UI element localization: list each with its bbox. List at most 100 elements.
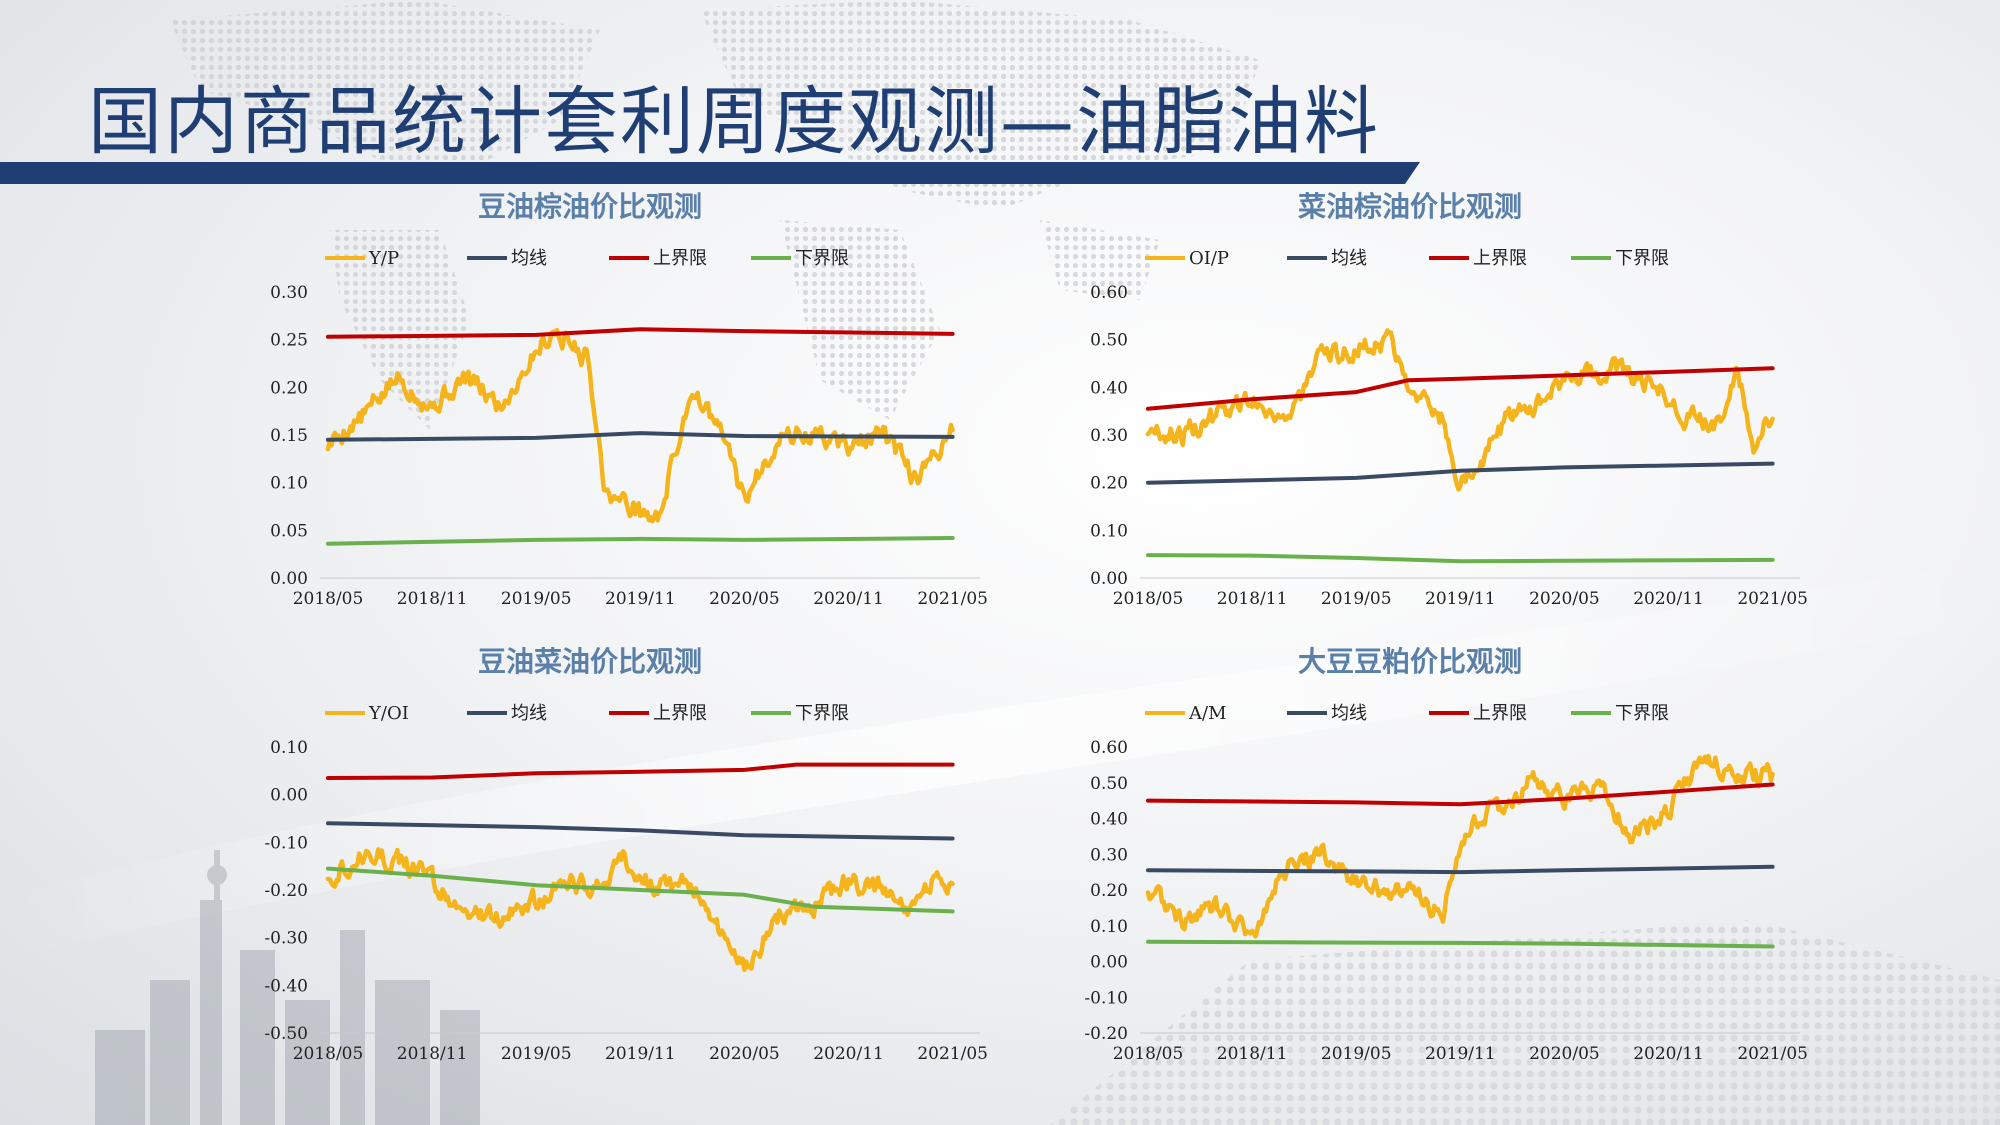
legend-label: OI/P xyxy=(1189,248,1229,269)
x-tick-label: 2018/05 xyxy=(1113,1044,1184,1064)
legend-label: 均线 xyxy=(511,248,547,269)
legend-label: 上界限 xyxy=(653,248,707,269)
y-tick-label: 0.20 xyxy=(1090,881,1128,901)
series-line xyxy=(326,536,955,546)
chart-rapeseed-palm-ratio: 菜油棕油价比观测 OI/P 均线 上界限 下界限 0.60 0.50 0.40 0.30 0.20… xyxy=(1060,190,1900,610)
chart-svg: 菜油棕油价比观测 OI/P 均线 上界限 下界限 0.60 0.50 0.40 0.30 0.20… xyxy=(1090,190,1808,609)
series-line xyxy=(326,327,955,339)
series-line xyxy=(326,866,955,914)
x-tick-label: 2021/05 xyxy=(917,589,988,609)
page-title: 国内商品统计套利周度观测—油脂油料 xyxy=(88,79,1380,165)
y-tick-label: 0.10 xyxy=(1090,917,1128,937)
x-tick-label: 2020/11 xyxy=(1633,1044,1704,1064)
y-tick-label: 0.10 xyxy=(1090,521,1128,541)
y-tick-label: 0.00 xyxy=(270,786,308,806)
x-tick-label: 2020/11 xyxy=(813,589,884,609)
x-tick-label: 2020/05 xyxy=(1529,589,1600,609)
series-line xyxy=(325,327,955,524)
x-tick-label: 2018/11 xyxy=(397,589,468,609)
city-skyline xyxy=(95,850,480,1125)
x-tick-label: 2020/11 xyxy=(813,1044,884,1064)
legend-label: Y/OI xyxy=(368,703,409,724)
x-tick-label: 2019/05 xyxy=(1321,1044,1392,1064)
chart-title: 菜油棕油价比观测 xyxy=(1298,190,1522,223)
x-tick-label: 2018/11 xyxy=(397,1044,468,1064)
x-tick-label: 2018/05 xyxy=(1113,589,1184,609)
x-tick-label: 2020/11 xyxy=(1633,589,1704,609)
y-tick-label: 0.00 xyxy=(1090,569,1128,589)
x-tick-label: 2018/05 xyxy=(293,1044,364,1064)
y-tick-label: 0.10 xyxy=(270,738,308,758)
y-tick-label: 0.05 xyxy=(270,521,308,541)
y-tick-label: 0.60 xyxy=(1090,283,1128,303)
series-line xyxy=(1146,939,1775,949)
x-tick-label: 2019/05 xyxy=(501,1044,572,1064)
y-tick-label: 0.15 xyxy=(270,426,308,446)
y-tick-label: 0.10 xyxy=(270,474,308,494)
x-tick-label: 2020/05 xyxy=(709,1044,780,1064)
y-tick-label: -0.30 xyxy=(264,929,308,949)
chart-title: 大豆豆粕价比观测 xyxy=(1298,645,1522,678)
x-tick-label: 2021/05 xyxy=(917,1044,988,1064)
y-tick-label: 0.25 xyxy=(270,331,308,351)
series-line xyxy=(326,762,955,780)
legend-label: 上界限 xyxy=(1473,248,1527,269)
series-line xyxy=(1146,553,1775,564)
legend-label: 下界限 xyxy=(795,703,849,724)
y-tick-label: -0.40 xyxy=(264,976,308,996)
x-tick-label: 2019/11 xyxy=(1425,589,1496,609)
legend-label: 上界限 xyxy=(1473,703,1527,724)
y-tick-label: -0.50 xyxy=(264,1024,308,1044)
y-tick-label: 0.50 xyxy=(1090,774,1128,794)
light-swoosh xyxy=(0,560,2000,960)
y-tick-label: 0.30 xyxy=(1090,426,1128,446)
header-bar xyxy=(0,162,1420,184)
chart-title: 豆油菜油价比观测 xyxy=(478,645,702,678)
legend-label: 均线 xyxy=(511,703,547,724)
series-line xyxy=(326,821,955,841)
chart-title: 豆油棕油价比观测 xyxy=(478,190,702,223)
x-tick-label: 2020/05 xyxy=(1529,1044,1600,1064)
legend-label: A/M xyxy=(1188,703,1227,724)
series-line xyxy=(1146,366,1775,411)
y-tick-label: 0.20 xyxy=(1090,474,1128,494)
legend-label: 下界限 xyxy=(1615,248,1669,269)
series-line xyxy=(1146,461,1775,485)
y-tick-label: 0.40 xyxy=(1090,810,1128,830)
chart-soybean-meal-ratio: 大豆豆粕价比观测 A/M 均线 上界限 下界限 0.60 0.50 0.40 0.30 0.20 0… xyxy=(1060,645,1900,1065)
legend-label: 均线 xyxy=(1331,703,1367,724)
x-tick-label: 2019/05 xyxy=(1321,589,1392,609)
x-tick-label: 2018/11 xyxy=(1217,1044,1288,1064)
legend-label: 上界限 xyxy=(653,703,707,724)
bottom-dot-field xyxy=(1050,920,2000,1125)
y-tick-label: -0.20 xyxy=(1084,1024,1128,1044)
world-map-dots xyxy=(170,0,1260,430)
x-tick-label: 2021/05 xyxy=(1737,589,1808,609)
x-tick-label: 2021/05 xyxy=(1737,1044,1808,1064)
y-tick-label: 0.60 xyxy=(1090,738,1128,758)
chart-svg: 豆油棕油价比观测 Y/P 均线 上界限 下界限 0.30 0.25 0.20 0.15 0.10 0… xyxy=(270,190,988,609)
legend-label: 均线 xyxy=(1331,248,1367,269)
y-tick-label: 0.50 xyxy=(1090,331,1128,351)
y-tick-label: 0.00 xyxy=(1090,953,1128,973)
x-tick-label: 2018/11 xyxy=(1217,589,1288,609)
y-tick-label: 0.40 xyxy=(1090,378,1128,398)
x-tick-label: 2019/11 xyxy=(605,589,676,609)
y-tick-label: -0.10 xyxy=(264,833,308,853)
series-line xyxy=(1146,782,1775,807)
y-tick-label: -0.10 xyxy=(1084,988,1128,1008)
series-line xyxy=(1145,753,1775,939)
chart-soy-rapeseed-ratio: 豆油菜油价比观测 Y/OI 均线 上界限 下界限 0.10 0.00 -0.10 -0.20 -0… xyxy=(240,645,1080,1065)
x-tick-label: 2019/05 xyxy=(501,589,572,609)
series-line xyxy=(325,847,955,973)
legend-label: Y/P xyxy=(368,248,399,269)
series-line xyxy=(1145,328,1775,492)
y-tick-label: 0.30 xyxy=(1090,845,1128,865)
series-line xyxy=(1146,864,1775,875)
chart-svg: 豆油菜油价比观测 Y/OI 均线 上界限 下界限 0.10 0.00 -0.10 -0.20 -0… xyxy=(264,645,988,1064)
x-tick-label: 2019/11 xyxy=(1425,1044,1496,1064)
legend-label: 下界限 xyxy=(795,248,849,269)
chart-soy-palm-ratio: 豆油棕油价比观测 Y/P 均线 上界限 下界限 0.30 0.25 0.20 0.15 0.10 0… xyxy=(240,190,1080,610)
series-line xyxy=(326,431,955,442)
